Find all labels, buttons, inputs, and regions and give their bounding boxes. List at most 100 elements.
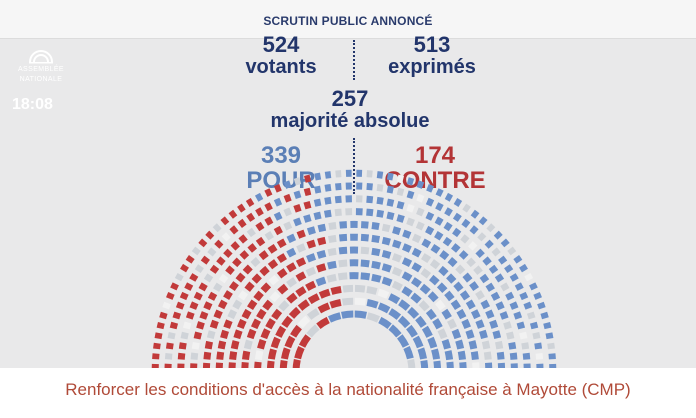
hemicycle-seat: [442, 236, 453, 247]
hemicycle-seat: [407, 306, 420, 319]
hemicycle-seat: [246, 227, 256, 238]
hemicycle-seat: [466, 257, 476, 268]
hemicycle-seat: [154, 332, 163, 340]
hemicycle-seat: [273, 184, 282, 193]
hemicycle-seat: [545, 332, 554, 340]
hemicycle-seat: [338, 233, 348, 242]
hemicycle-seat: [189, 273, 199, 282]
hemicycle-seat: [295, 271, 307, 282]
hemicycle-seat: [444, 207, 453, 217]
clock-time: 18:08: [12, 96, 53, 113]
hemicycle-seat: [397, 315, 411, 329]
hemicycle-seat: [486, 223, 496, 233]
hemicycle-seat: [242, 350, 251, 361]
hemicycle-seat: [255, 207, 264, 217]
hemicycle-seat: [496, 351, 505, 360]
hemicycle-seat: [286, 233, 297, 244]
hemicycle-seat: [341, 297, 354, 306]
hemicycle-seat: [522, 352, 531, 360]
hemicycle-seat: [245, 198, 255, 207]
hemicycle-seat: [182, 321, 192, 330]
hemicycle-seat: [503, 321, 512, 330]
hemicycle-seat: [324, 196, 332, 205]
hemicycle-seat: [185, 311, 195, 320]
hemicycle-seat: [429, 259, 441, 270]
hemicycle-seat: [491, 247, 501, 257]
hemicycle-seat: [334, 208, 342, 217]
hemicycle-seat: [247, 243, 258, 253]
hemicycle-seat: [354, 297, 367, 306]
hemicycle-seat: [246, 212, 256, 222]
hemicycle-seat: [381, 263, 392, 273]
hemicycle-seat: [488, 264, 499, 274]
hemicycle-seat: [521, 342, 530, 350]
hemicycle-seat: [377, 288, 390, 299]
hemicycle-seat: [324, 183, 332, 192]
hemicycle-seat: [465, 329, 475, 340]
hemicycle-seat: [214, 239, 224, 249]
hemicycle-seat: [420, 253, 432, 264]
hemicycle-seat: [244, 281, 255, 292]
hemicycle-seat: [419, 283, 431, 295]
hemicycle-seat: [453, 198, 463, 207]
hemicycle-seat: [425, 225, 435, 236]
hemicycle-seat: [275, 325, 287, 338]
hemicycle-seat: [468, 340, 478, 350]
hemicycle-seat: [444, 192, 454, 202]
hemicycle-seat: [242, 264, 253, 275]
hemicycle-seat: [323, 209, 332, 218]
hemicycle-seat: [284, 335, 296, 349]
hemicycle-seat: [455, 339, 465, 350]
hemicycle-seat: [360, 272, 371, 281]
hemicycle-seat: [241, 308, 252, 320]
hemicycle-seat: [209, 264, 220, 274]
hemicycle-seat: [253, 290, 264, 302]
hemicycle-seat: [401, 286, 413, 297]
hemicycle-seat: [470, 351, 479, 360]
hemicycle-seat: [290, 324, 302, 338]
hemicycle-seat: [193, 331, 202, 340]
hemicycle-seat: [189, 301, 199, 310]
hemicycle-seat: [306, 226, 316, 236]
hemicycle-seat: [360, 233, 370, 242]
hemicycle-seat: [185, 255, 195, 264]
exprimes-label: exprimés: [388, 56, 476, 78]
hemicycle-seat: [293, 217, 302, 227]
hemicycle-seat: [495, 340, 504, 350]
caption-bar: Renforcer les conditions d'accès à la na…: [0, 368, 696, 418]
hemicycle-seat: [293, 177, 302, 186]
hemicycle-seat: [430, 243, 441, 254]
hemicycle-seat: [478, 216, 488, 226]
hemicycle-seat: [297, 315, 311, 329]
hemicycle-seat: [366, 208, 374, 217]
hemicycle-seat: [267, 348, 277, 360]
hemicycle-seat: [482, 256, 492, 266]
hemicycle-seat: [443, 221, 453, 232]
hemicycle-seat: [388, 293, 401, 305]
hemicycle-seat: [217, 299, 228, 310]
hemicycle-seat: [406, 177, 415, 186]
hemicycle-seat: [392, 226, 402, 236]
hemicycle-seat: [264, 231, 274, 241]
hemicycle-seat: [451, 328, 462, 340]
hemicycle-seat: [378, 316, 392, 330]
hemicycle-seat: [450, 243, 461, 253]
hemicycle-seat: [376, 171, 384, 179]
hemicycle-seat: [428, 274, 440, 286]
hemicycle-seat: [506, 331, 515, 340]
hemicycle-seat: [479, 273, 490, 284]
hemicycle-seat: [342, 284, 354, 293]
hemicycle-seat: [288, 306, 301, 319]
hemicycle-seat: [376, 209, 385, 218]
hemicycle-seat: [337, 272, 348, 281]
hemicycle-seat: [438, 265, 449, 277]
hemicycle-seat: [196, 321, 205, 330]
hemicycle-seat: [303, 187, 312, 197]
hemicycle-seat: [381, 249, 392, 259]
hemicycle-seat: [264, 188, 273, 197]
hemicycle-seat: [293, 203, 302, 213]
hemicycle-seat: [446, 273, 457, 284]
hemicycle-seat: [418, 300, 430, 312]
hemicycle-seat: [508, 341, 517, 350]
hemicycle-seat: [533, 291, 542, 300]
